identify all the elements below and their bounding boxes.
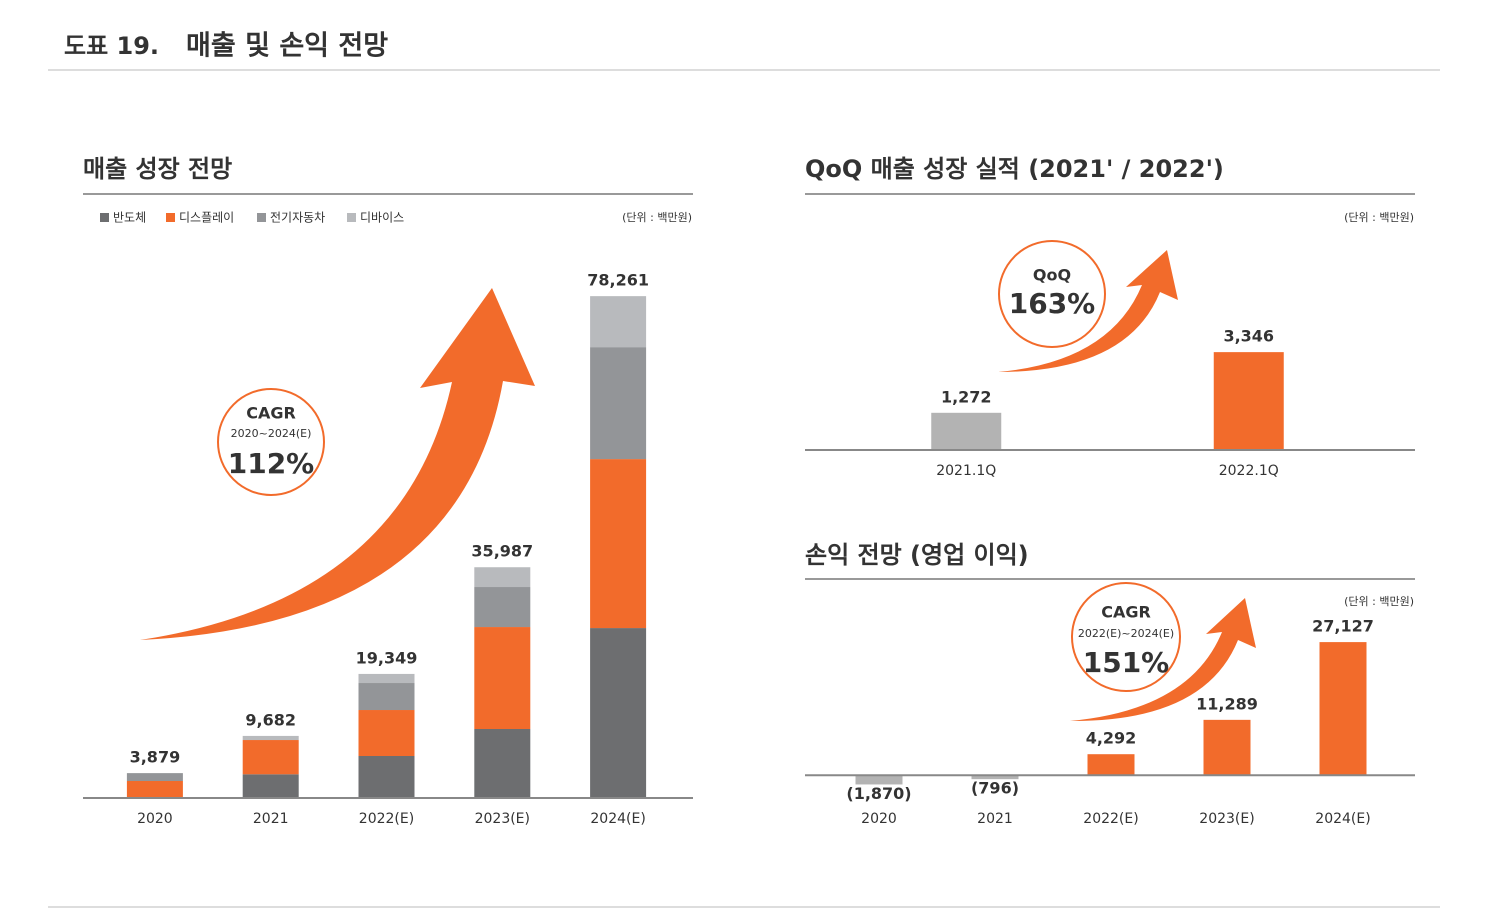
value-label: 3,346 [1223,327,1274,346]
bar-segment [358,683,415,711]
badge-label: CAGR [246,404,296,423]
bar-segment [242,735,299,741]
value-label: 27,127 [1312,617,1374,636]
panel-title: 매출 성장 전망 [83,155,232,183]
bar [855,775,903,785]
bar-segment [590,459,647,629]
total-label: 9,682 [245,710,296,729]
bar-segment [474,627,531,730]
total-label: 35,987 [471,542,533,561]
figure-title: 매출 및 손익 전망 [186,31,388,62]
total-label: 19,349 [356,648,418,667]
bar-segment [358,755,415,798]
total-label: 3,879 [130,748,181,767]
bar-segment [590,296,647,348]
badge [1071,582,1181,692]
growth-arrow [140,288,535,640]
bar [1213,352,1284,450]
legend-label: 디스플레이 [179,211,234,225]
growth-arrow [998,250,1178,372]
legend-label: 전기자동차 [270,211,325,225]
bar-segment [474,587,531,628]
x-tick-label: 2023(E) [1199,811,1254,827]
bar [971,775,1019,780]
x-tick-label: 2022(E) [359,811,414,827]
legend-swatch [166,213,175,222]
bar-segment [126,781,183,798]
unit: (단위 : 백만원) [622,211,692,224]
legend-label: 디바이스 [360,211,404,225]
value-label: 4,292 [1086,729,1137,748]
panel-title: QoQ 매출 성장 실적 (2021' / 2022') [805,155,1224,183]
badge-value: 151% [1083,646,1170,679]
badge-value: 163% [1009,287,1096,320]
badge-value: 112% [228,447,315,480]
badge [998,240,1106,348]
legend-swatch [347,213,356,222]
x-tick-label: 2020 [861,811,897,827]
bar [1319,642,1367,776]
value-label: 1,272 [941,387,992,406]
legend-label: 반도체 [113,211,146,225]
total-label: 78,261 [587,271,649,290]
x-tick-label: 2022(E) [1083,811,1138,827]
x-tick-label: 2024(E) [590,811,645,827]
x-tick-label: 2023(E) [475,811,530,827]
bar [931,412,1002,450]
badge-label: QoQ [1033,266,1071,285]
x-tick-label: 2021.1Q [936,463,996,479]
legend-swatch [100,213,109,222]
unit: (단위 : 백만원) [1344,211,1414,224]
value-label: (796) [971,779,1019,798]
badge-period: 2020~2024(E) [231,427,312,440]
bar-segment [474,729,531,798]
bar-segment [126,773,183,782]
x-tick-label: 2020 [137,811,173,827]
growth-arrow [1070,598,1256,722]
bar-segment [358,673,415,684]
value-label: 11,289 [1196,694,1258,713]
panel-title: 손익 전망 (영업 이익) [805,541,1029,569]
legend-swatch [257,213,266,222]
bar-segment [242,774,299,798]
figure-label: 도표 19. [64,32,159,60]
bar-segment [358,710,415,756]
bar [1203,719,1251,776]
unit: (단위 : 백만원) [1344,595,1414,608]
x-tick-label: 2021 [977,811,1013,827]
badge-label: CAGR [1101,603,1151,622]
bar [1087,754,1135,776]
x-tick-label: 2021 [253,811,289,827]
bar-segment [474,567,531,588]
x-tick-label: 2024(E) [1315,811,1370,827]
bar-segment [590,628,647,798]
x-tick-label: 2022.1Q [1219,463,1279,479]
badge [217,388,325,496]
value-label: (1,870) [846,784,911,803]
bar-segment [242,740,299,775]
bar-segment [590,347,647,460]
badge-period: 2022(E)~2024(E) [1078,627,1174,640]
